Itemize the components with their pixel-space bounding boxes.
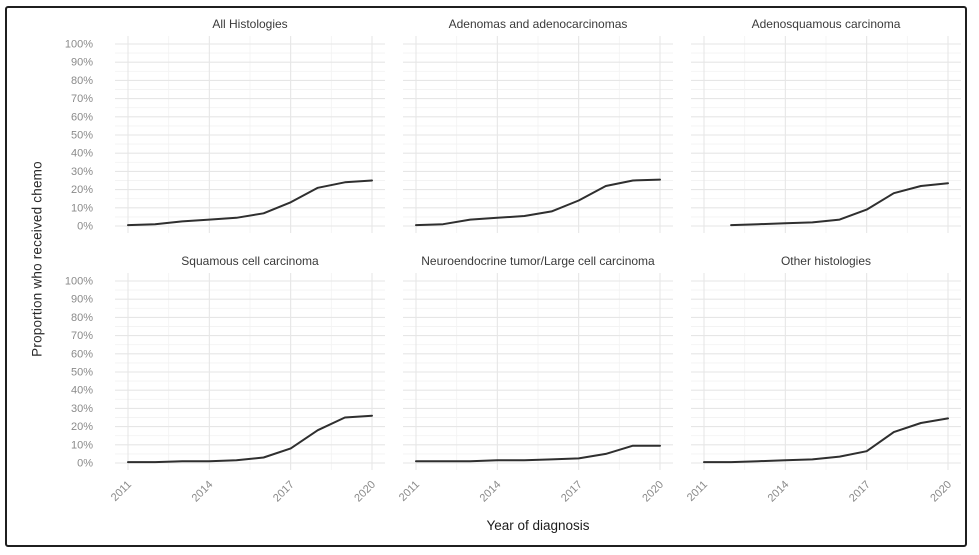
x-tick-label: 2017	[271, 479, 297, 505]
y-tick-label: 20%	[71, 421, 93, 433]
x-tick-label: 2014	[190, 479, 216, 505]
x-tick-label: 2017	[847, 479, 873, 505]
y-axis-tick-labels-bottom: 0% 10% 20% 30% 40% 50% 60% 70% 80% 90% 100%	[65, 276, 93, 470]
x-tick-label: 2020	[928, 479, 954, 505]
facet-panel-all-histologies	[115, 36, 385, 233]
facet-grid: All Histologies Adenomas and adenocarcin…	[43, 12, 961, 538]
y-tick-label: 60%	[71, 111, 93, 123]
data-line	[415, 178, 661, 227]
y-tick-label: 100%	[65, 276, 93, 288]
y-tick-label: 80%	[71, 75, 93, 87]
facet-title-squamous-cell-carcinoma: Squamous cell carcinoma	[181, 254, 319, 268]
x-tick-label: 2011	[397, 479, 422, 504]
y-tick-label: 90%	[71, 294, 93, 306]
facet-title-neuroendocrine-large-cell: Neuroendocrine tumor/Large cell carcinom…	[421, 254, 655, 268]
facet-panel-other-histologies	[691, 273, 961, 470]
y-tick-label: 50%	[71, 130, 93, 142]
x-axis-tick-labels-col1: 2011 2014 2017 2020	[109, 479, 378, 505]
x-axis-tick-labels-col3: 2011 2014 2017 2020	[685, 479, 954, 505]
figure-border: Proportion who received chemo All Histol…	[5, 6, 967, 547]
x-tick-label: 2014	[766, 479, 792, 505]
spacer	[43, 233, 97, 273]
facet-panel-squamous-cell-carcinoma	[115, 273, 385, 470]
y-tick-label: 0%	[77, 458, 93, 470]
y-tick-label: 40%	[71, 148, 93, 160]
x-tick-label: 2011	[109, 479, 134, 504]
y-tick-label: 100%	[65, 39, 93, 51]
y-tick-label: 10%	[71, 439, 93, 451]
data-line	[730, 182, 949, 227]
x-tick-label: 2014	[478, 479, 504, 505]
y-tick-label: 10%	[71, 202, 93, 214]
y-tick-label: 30%	[71, 166, 93, 178]
y-tick-label: 30%	[71, 403, 93, 415]
facet-panel-adenosquamous-carcinoma	[691, 36, 961, 233]
data-line	[415, 444, 661, 463]
x-tick-label: 2020	[640, 479, 666, 505]
x-tick-label: 2011	[685, 479, 710, 504]
facet-title-adenomas-adenocarcinomas: Adenomas and adenocarcinomas	[448, 17, 628, 31]
spacer	[43, 12, 97, 36]
y-tick-label: 50%	[71, 367, 93, 379]
spacer	[43, 470, 97, 512]
data-line	[127, 179, 373, 227]
y-tick-label: 0%	[77, 221, 93, 233]
facet-title-all-histologies: All Histologies	[212, 17, 288, 31]
data-line	[127, 414, 373, 464]
x-tick-label: 2020	[352, 479, 378, 505]
x-tick-label: 2017	[559, 479, 585, 505]
y-tick-label: 70%	[71, 330, 93, 342]
y-tick-label: 90%	[71, 57, 93, 69]
y-tick-label: 70%	[71, 93, 93, 105]
data-line	[703, 417, 949, 464]
facet-panel-neuroendocrine-large-cell	[403, 273, 673, 470]
x-axis-tick-labels-col2: 2011 2014 2017 2020	[397, 479, 666, 505]
facet-title-adenosquamous-carcinoma: Adenosquamous carcinoma	[751, 17, 901, 31]
facet-panel-adenomas-adenocarcinomas	[403, 36, 673, 233]
y-tick-label: 60%	[71, 348, 93, 360]
y-tick-label: 80%	[71, 312, 93, 324]
facet-title-other-histologies: Other histologies	[780, 254, 872, 268]
x-axis-title: Year of diagnosis	[486, 518, 590, 533]
y-tick-label: 20%	[71, 184, 93, 196]
y-axis-tick-labels-top: 0% 10% 20% 30% 40% 50% 60% 70% 80% 90% 100%	[65, 39, 93, 233]
y-tick-label: 40%	[71, 385, 93, 397]
